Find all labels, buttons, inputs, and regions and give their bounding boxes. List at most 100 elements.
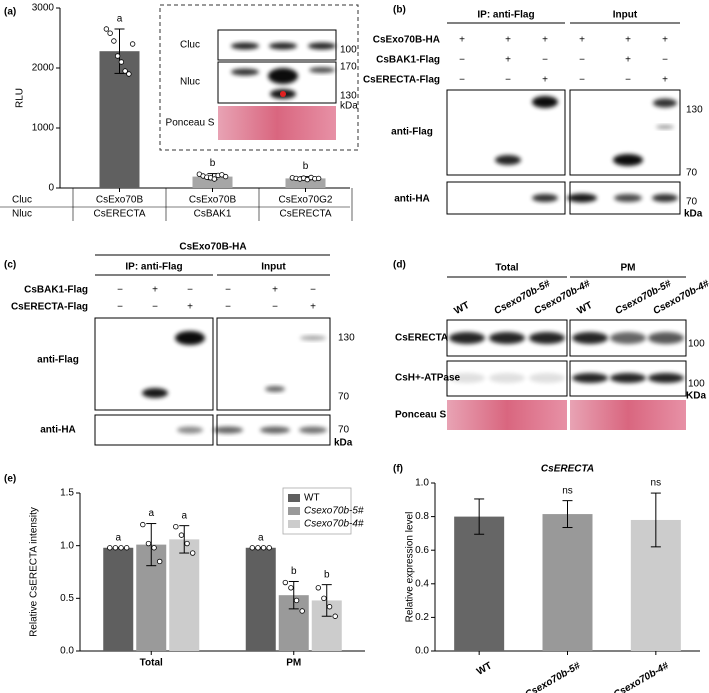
data-point [249, 545, 256, 551]
blot-band [610, 332, 646, 344]
bar [169, 539, 200, 651]
sign: − [310, 285, 316, 296]
sign: + [542, 35, 548, 46]
ponceau-strip [447, 400, 567, 430]
blot-band [265, 386, 285, 392]
group-header: Input [613, 10, 638, 21]
sign: + [542, 75, 548, 86]
blot-band [175, 331, 205, 345]
significance-letter: a [258, 532, 264, 543]
size-marker: 100 [688, 339, 705, 350]
data-point [222, 173, 229, 180]
y-tick-label: 1000 [32, 123, 55, 134]
data-point [299, 608, 305, 614]
blot-band [308, 42, 336, 50]
sign: − [225, 302, 231, 313]
significance-letter: b [291, 566, 297, 577]
lane-label: WT [452, 300, 471, 317]
data-point [112, 545, 119, 551]
blot-band [213, 426, 243, 434]
blot-band [231, 42, 259, 50]
data-point [129, 41, 136, 47]
x-tick-label: CsExo70B [96, 195, 144, 206]
blot-band [567, 193, 597, 203]
sign: − [579, 75, 585, 86]
data-point [321, 595, 327, 602]
data-point [145, 540, 152, 547]
sign: − [505, 75, 511, 86]
significance-letter: a [115, 532, 121, 543]
x-tick-label: CsBAK1 [194, 209, 232, 220]
blot-band [652, 194, 678, 202]
significance-letter: a [117, 14, 123, 25]
bar [245, 547, 276, 651]
blot-label: anti-HA [394, 194, 430, 205]
y-tick-label: 0.0 [60, 646, 74, 657]
data-point [189, 550, 196, 556]
size-marker: 130 [338, 333, 355, 344]
x-tick-label: Total [140, 658, 163, 669]
group-header: PM [621, 263, 636, 274]
y-tick-label: 0.2 [415, 612, 429, 623]
y-tick-label: 1.5 [60, 488, 74, 499]
row-label: Nluc [12, 209, 32, 220]
y-tick-label: 0.6 [415, 545, 429, 556]
ponceau-strip [218, 106, 336, 140]
blot-band [449, 373, 485, 383]
blot-label: CsERECTA [395, 333, 448, 344]
row-label: CsBAK1-Flag [376, 55, 440, 66]
sign: + [459, 35, 465, 46]
data-point [326, 604, 333, 610]
data-point [211, 176, 218, 182]
group-header: Total [495, 263, 518, 274]
inset-row-label: Cluc [180, 40, 200, 51]
size-unit: kDa [684, 209, 703, 220]
legend-swatch [288, 507, 300, 515]
data-point [288, 585, 294, 591]
panel-label: (e) [4, 474, 16, 485]
size-marker: 70 [338, 392, 350, 403]
panel-label: (d) [393, 260, 406, 271]
sign: + [187, 302, 193, 313]
blot-band [648, 332, 684, 344]
chart-title: CsERECTA [541, 464, 594, 475]
bar [192, 176, 233, 188]
sign: + [505, 55, 511, 66]
data-point [107, 545, 113, 551]
significance-letter: b [210, 158, 216, 169]
y-tick-label: 3000 [32, 3, 55, 14]
row-label: CsBAK1-Flag [24, 285, 88, 296]
blot-band [532, 96, 558, 108]
data-point [118, 59, 125, 65]
sign: − [542, 55, 548, 66]
blot-band [572, 373, 608, 383]
data-point [111, 38, 117, 44]
x-tick-label: CsExo70B [189, 195, 237, 206]
x-tick-label: CsERECTA [93, 209, 145, 220]
blot-label: anti-Flag [391, 127, 433, 138]
blot-band [299, 426, 327, 434]
data-point [151, 545, 157, 551]
sign: − [152, 302, 158, 313]
data-point [266, 545, 272, 551]
y-tick-label: 0.4 [415, 578, 429, 589]
data-point [103, 26, 110, 32]
significance-letter: a [181, 510, 187, 521]
data-point [118, 545, 124, 551]
size-unit: kDa [334, 438, 353, 449]
y-tick-label: 0 [48, 183, 54, 194]
x-tick-label: WT [475, 660, 494, 677]
blot-band [231, 68, 259, 76]
legend-entry: WT [304, 493, 320, 504]
x-tick-label: CsExo70G2 [279, 195, 333, 206]
inset-row-label: Ponceau S [166, 118, 215, 129]
legend-entry: Csexo70b-5# [304, 506, 364, 517]
sign: − [225, 285, 231, 296]
data-point [184, 540, 190, 547]
blot-band [268, 68, 298, 84]
sign: − [459, 55, 465, 66]
size-marker: 130 [686, 105, 703, 116]
sign: + [662, 35, 668, 46]
size-unit: KDa [686, 391, 706, 402]
